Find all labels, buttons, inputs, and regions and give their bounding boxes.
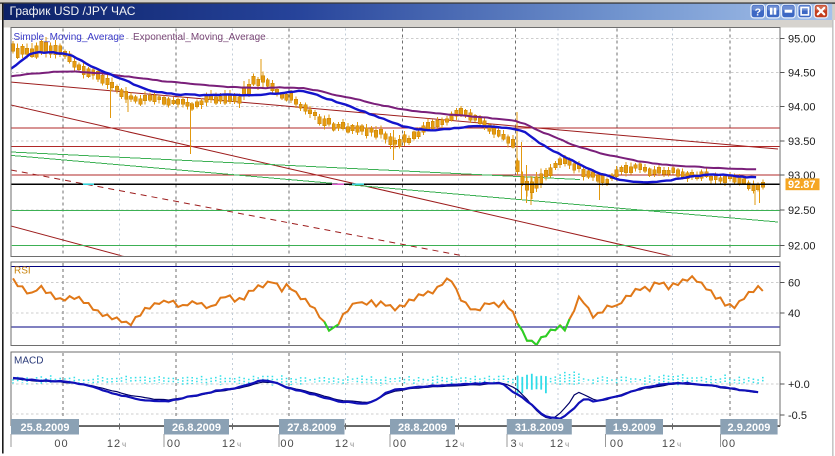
svg-text:Exponential_Moving_Average: Exponential_Moving_Average [133,32,266,43]
svg-text:ч: ч [677,440,682,449]
svg-text:92.87: 92.87 [788,179,816,191]
svg-text:00: 00 [54,438,68,450]
svg-text:?: ? [755,6,761,18]
svg-text:00: 00 [722,438,736,450]
svg-text:95.00: 95.00 [788,34,816,46]
svg-text:ч: ч [350,440,355,449]
svg-text:12: 12 [662,438,676,450]
svg-text:График USD /JPY ЧАС: График USD /JPY ЧАС [10,4,136,18]
svg-text:94.50: 94.50 [788,68,816,80]
svg-text:RSI: RSI [14,266,31,277]
svg-text:00: 00 [610,438,624,450]
svg-text:12: 12 [222,438,236,450]
svg-text:2.9.2009: 2.9.2009 [728,422,771,434]
svg-text:27.8.2009: 27.8.2009 [287,422,336,434]
svg-text:92.00: 92.00 [788,240,816,252]
svg-text:ч: ч [122,440,127,449]
svg-text:12: 12 [335,438,349,450]
svg-text:ч: ч [237,440,242,449]
svg-text:12: 12 [550,438,564,450]
svg-text:00: 00 [167,438,181,450]
svg-text:1.9.2009: 1.9.2009 [613,422,656,434]
svg-text:ч: ч [565,440,570,449]
svg-text:12: 12 [445,438,459,450]
svg-text:Simple_Moving_Average: Simple_Moving_Average [14,32,125,43]
svg-text:93.50: 93.50 [788,136,816,148]
svg-text:12: 12 [107,438,121,450]
svg-text:31.8.2009: 31.8.2009 [515,422,564,434]
svg-text:26.8.2009: 26.8.2009 [172,422,221,434]
svg-text:00: 00 [280,438,294,450]
svg-text:25.8.2009: 25.8.2009 [21,422,70,434]
svg-text:94.00: 94.00 [788,102,816,114]
svg-text:60: 60 [788,278,800,290]
svg-text:ч: ч [460,440,465,449]
svg-text:-0.5: -0.5 [788,410,807,422]
svg-text:40: 40 [788,308,800,320]
svg-text:+0.0: +0.0 [788,379,810,391]
svg-text:3: 3 [510,438,517,450]
svg-text:MACD: MACD [14,356,43,367]
svg-text:ч: ч [519,440,524,449]
svg-text:00: 00 [393,438,407,450]
svg-text:28.8.2009: 28.8.2009 [398,422,447,434]
svg-text:92.50: 92.50 [788,205,816,217]
